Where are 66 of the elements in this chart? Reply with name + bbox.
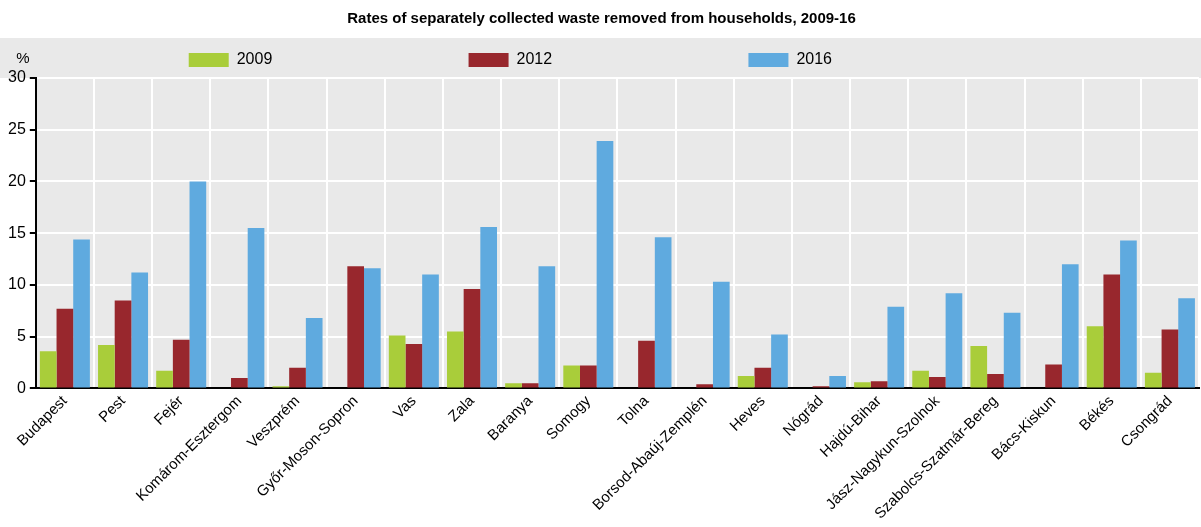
bar [887,306,905,388]
bar [1045,364,1062,388]
bar [1144,372,1162,388]
bar [1178,298,1195,388]
bar [737,375,755,388]
bar [305,318,323,388]
legend-label: 2012 [516,50,735,68]
y-axis-title: % [16,48,30,66]
bar [563,365,580,388]
bar [654,237,672,388]
bar [73,239,90,388]
bar [131,272,149,388]
bar [505,383,522,388]
bar [854,382,871,388]
y-tick-label: 5 [16,327,26,345]
y-tick-label: 30 [8,68,26,86]
bar [114,300,132,388]
bar [98,344,115,388]
bar [754,367,772,388]
legend-label: 2009 [236,50,455,68]
bar [231,378,248,388]
y-tick-label: 0 [16,378,26,396]
bar [696,384,713,388]
bar [1120,240,1137,388]
x-tick-label: Vas [389,391,419,422]
bar [870,381,888,388]
bar [945,293,963,388]
bar [56,308,74,388]
bar [638,340,655,388]
bar [463,289,481,388]
y-tick-label: 25 [8,120,26,138]
bar [912,370,929,388]
bar [928,377,946,388]
bar [289,367,306,388]
bar [596,141,614,388]
bar [829,375,846,388]
bar [405,343,423,388]
bar [1003,312,1021,388]
y-tick-label: 20 [8,171,26,189]
bar [987,373,1004,388]
bar [172,339,190,388]
bar [388,335,406,388]
x-tick-label: Zala [444,391,478,425]
bar [364,268,381,388]
chart-title: Rates of separately collected waste removed from households, 2009-16 [347,9,856,27]
bar [347,266,365,388]
bar [189,181,207,388]
bar [521,383,539,388]
bar [538,266,556,388]
bar [156,370,173,388]
bar [39,351,57,388]
bar [1061,264,1079,388]
bar [712,281,730,388]
bar [446,331,464,388]
bar [480,226,498,388]
bar [422,274,439,388]
bar [1086,326,1104,388]
bar [579,365,597,388]
bar [970,345,988,388]
bar [247,228,265,388]
legend-label: 2016 [796,50,1015,68]
y-tick-label: 15 [8,223,26,241]
bar [1161,329,1179,388]
bar [1103,274,1121,388]
bar [771,334,788,388]
y-tick-label: 10 [8,275,26,293]
